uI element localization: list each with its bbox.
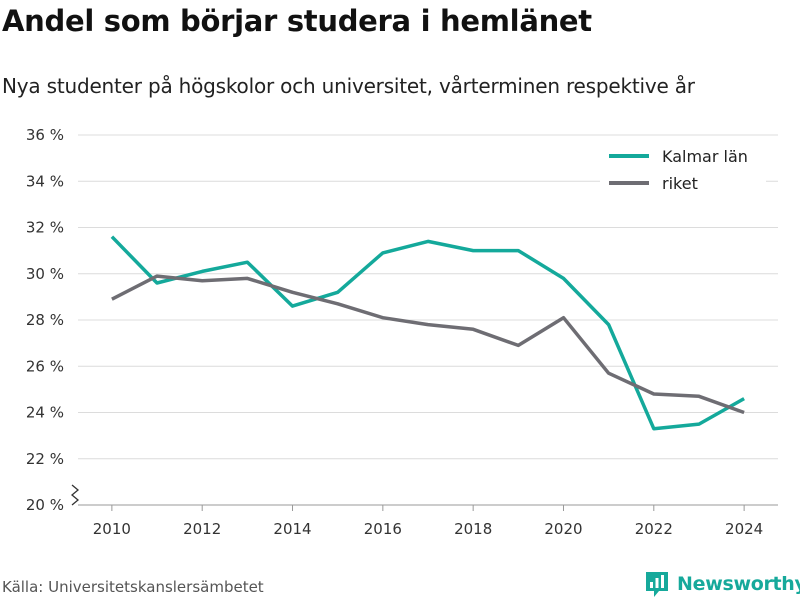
axes: 20 % 22 % 24 % 26 % 28 % 30 % 32 % 34 % 36 % 2010…: [26, 126, 778, 538]
x-tick-label: 2016: [364, 520, 402, 538]
axis-break-icon: [70, 484, 80, 506]
y-tick-label: 22 %: [26, 450, 64, 468]
bar-chart-logo-icon: [646, 572, 668, 597]
brand[interactable]: Newsworthy: [644, 570, 800, 598]
chart-subtitle: Nya studenter på högskolor och universit…: [2, 74, 695, 98]
series-line-kalmar-lan: [110, 235, 745, 431]
y-tick-label: 34 %: [26, 172, 64, 190]
y-tick-label: 28 %: [26, 311, 64, 329]
chart-title: Andel som börjar studera i hemlänet: [2, 4, 592, 38]
legend: Kalmar län riket: [600, 140, 766, 194]
y-tick-label: 32 %: [26, 219, 64, 237]
x-tick-label: 2024: [725, 520, 763, 538]
series-line-riket: [111, 274, 745, 415]
y-tick-label: 26 %: [26, 357, 64, 375]
x-tick-label: 2020: [544, 520, 582, 538]
brand-name: Newsworthy: [677, 573, 800, 595]
y-tick-label: 36 %: [26, 126, 64, 144]
y-tick-label: 24 %: [26, 404, 64, 422]
line-chart: 20 % 22 % 24 % 26 % 28 % 30 % 32 % 34 % 36 % 2010…: [26, 126, 778, 538]
x-tick-label: 2014: [273, 520, 311, 538]
legend-label: Kalmar län: [662, 147, 748, 166]
y-tick-label: 30 %: [26, 265, 64, 283]
legend-label: riket: [662, 174, 698, 193]
x-tick-label: 2010: [93, 520, 131, 538]
series-lines: [110, 235, 745, 431]
source-note: Källa: Universitetskanslersämbetet: [2, 578, 264, 596]
x-tick-label: 2022: [635, 520, 673, 538]
x-tick-label: 2012: [183, 520, 221, 538]
x-tick-label: 2018: [454, 520, 492, 538]
y-tick-label: 20 %: [26, 496, 64, 514]
